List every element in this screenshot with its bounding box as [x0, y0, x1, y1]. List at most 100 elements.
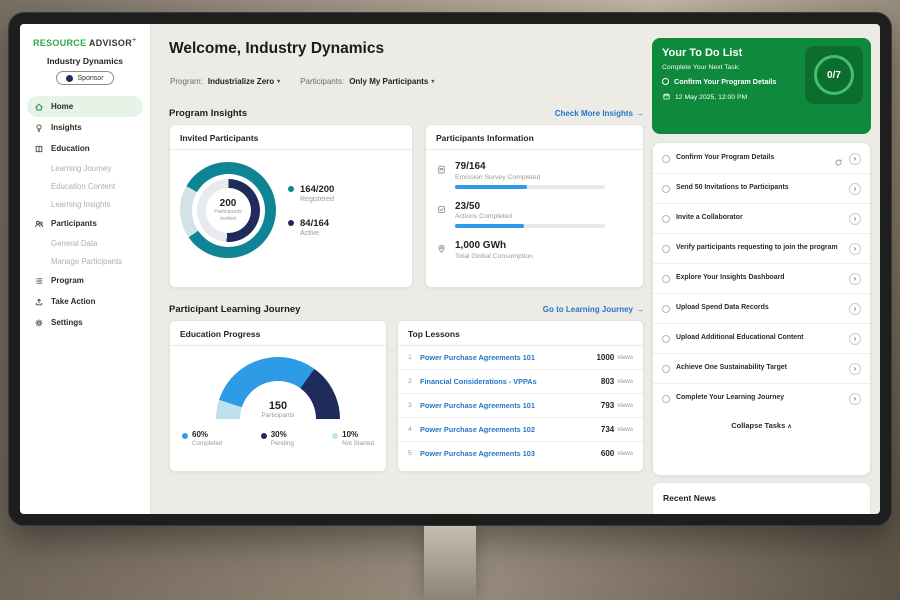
program-icon	[34, 276, 44, 286]
stat-progress-track	[455, 184, 605, 189]
go-to-learning-journey-link[interactable]: Go to Learning Journey →	[543, 305, 644, 314]
sidebar-item-education[interactable]: Education	[27, 138, 143, 159]
task-chevron-button[interactable]: ›	[849, 272, 861, 285]
todo-task-list: Confirm Your Program Details › Send 50 I…	[652, 142, 871, 476]
link-label: Check More Insights	[554, 109, 633, 118]
legend-item-not-started: 10% Not Started	[332, 430, 374, 447]
task-row[interactable]: Verify participants requesting to join t…	[653, 234, 870, 264]
lesson-link[interactable]: Power Purchase Agreements 101	[420, 401, 535, 410]
lesson-row[interactable]: 1 Power Purchase Agreements 101 1000 vie…	[398, 346, 643, 370]
insights-icon	[34, 123, 44, 133]
chevron-right-icon: ›	[853, 243, 857, 253]
lesson-views: 803	[600, 377, 615, 386]
sidebar-item-manage-participants[interactable]: Manage Participants	[51, 256, 123, 266]
program-filter-label: Program:	[170, 77, 203, 86]
task-chevron-button[interactable]: ›	[849, 392, 861, 405]
check-more-insights-link[interactable]: Check More Insights →	[555, 109, 644, 118]
lesson-rank: 5	[408, 450, 412, 457]
lesson-row[interactable]: 2 Financial Considerations - VPPAs 803 v…	[398, 370, 643, 394]
task-checkbox[interactable]	[662, 78, 669, 85]
task-row[interactable]: Upload Additional Educational Content ›	[653, 324, 870, 354]
legend-dot	[288, 219, 294, 226]
lesson-row[interactable]: 4 Power Purchase Agreements 102 734 view…	[398, 418, 643, 442]
lesson-row[interactable]: 5 Power Purchase Agreements 103 600 view…	[398, 442, 643, 465]
chevron-right-icon: ›	[853, 183, 857, 193]
stat-value: 79/164	[455, 161, 486, 172]
task-label: Verify participants requesting to join t…	[676, 244, 838, 252]
sidebar-item-participants[interactable]: Participants	[27, 213, 143, 234]
sidebar-item-general-data[interactable]: General Data	[51, 238, 98, 248]
lesson-views-label: views	[617, 426, 633, 433]
task-label: Achieve One Sustainability Target	[676, 364, 787, 372]
task-row[interactable]: Explore Your Insights Dashboard ›	[653, 264, 870, 294]
sidebar-item-label: Settings	[51, 318, 83, 327]
task-chevron-button[interactable]: ›	[849, 152, 861, 165]
sidebar-item-home[interactable]: Home	[27, 96, 143, 117]
lesson-rank: 1	[408, 354, 412, 361]
stat-actions-completed: 23/50 Actions Completed	[436, 201, 633, 229]
legend-label: Completed	[192, 440, 223, 447]
section-title: Program Insights	[169, 108, 248, 119]
task-row[interactable]: Upload Spend Data Records ›	[653, 294, 870, 324]
task-chevron-button[interactable]: ›	[849, 332, 861, 345]
education-gauge-chart: 150 Participants	[216, 357, 340, 419]
sidebar-item-insights[interactable]: Insights	[27, 117, 143, 138]
stat-label: Emission Survey Completed	[455, 173, 541, 181]
lesson-link[interactable]: Power Purchase Agreements 103	[420, 449, 535, 458]
task-chevron-button[interactable]: ›	[849, 302, 861, 315]
chevron-right-icon: ›	[853, 393, 857, 403]
chevron-right-icon: ›	[853, 333, 857, 343]
collapse-tasks-button[interactable]: Collapse Tasks ∧	[653, 413, 870, 434]
todo-progress-value: 0/7	[827, 69, 841, 81]
todo-next-task[interactable]: Confirm Your Program Details	[662, 77, 861, 86]
task-chevron-button[interactable]: ›	[849, 242, 861, 255]
task-checkbox[interactable]	[662, 364, 670, 373]
task-checkbox[interactable]	[662, 274, 670, 283]
sidebar-item-learning-insights[interactable]: Learning Insights	[51, 199, 111, 209]
stat-bar-fill	[455, 224, 524, 228]
arrow-right-icon: →	[636, 109, 644, 118]
legend-item-active: 84/164 Active	[288, 218, 334, 237]
invited-donut-center: 200 Participants Invited	[205, 187, 251, 233]
task-checkbox[interactable]	[662, 244, 670, 253]
task-chevron-button[interactable]: ›	[849, 182, 861, 195]
participants-filter: Participants: Only My Participants ▾	[300, 77, 434, 86]
task-row[interactable]: Achieve One Sustainability Target ›	[653, 354, 870, 384]
task-label: Confirm Your Program Details	[676, 154, 775, 162]
sidebar-item-settings[interactable]: Settings	[27, 312, 143, 333]
participants-filter-select[interactable]: Only My Participants ▾	[349, 77, 434, 86]
task-chevron-button[interactable]: ›	[849, 362, 861, 375]
lesson-link[interactable]: Power Purchase Agreements 101	[420, 353, 535, 362]
sidebar-item-program[interactable]: Program	[27, 270, 143, 291]
task-checkbox[interactable]	[662, 214, 670, 223]
program-filter-select[interactable]: Industrialize Zero ▾	[208, 77, 280, 86]
lesson-views-label: views	[617, 402, 633, 409]
arrow-right-icon: →	[636, 305, 644, 314]
dashboard-screen: RESOURCE ADVISOR+ Industry Dynamics Spon…	[20, 24, 880, 514]
lesson-link[interactable]: Power Purchase Agreements 102	[420, 425, 535, 434]
participants-filter-label: Participants:	[300, 77, 345, 86]
sidebar-item-education-content[interactable]: Education Content	[51, 181, 116, 191]
lesson-row[interactable]: 3 Power Purchase Agreements 101 793 view…	[398, 394, 643, 418]
task-checkbox[interactable]	[662, 304, 670, 313]
monitor-bezel: RESOURCE ADVISOR+ Industry Dynamics Spon…	[8, 12, 892, 526]
legend-value: 84/164	[300, 217, 330, 229]
task-row[interactable]: Invite a Collaborator ›	[653, 204, 870, 234]
section-title: Participant Learning Journey	[169, 304, 301, 315]
task-chevron-button[interactable]: ›	[849, 212, 861, 225]
task-checkbox[interactable]	[662, 184, 670, 193]
sidebar-item-learning-journey[interactable]: Learning Journey	[51, 163, 112, 173]
task-row[interactable]: Complete Your Learning Journey ›	[653, 384, 870, 413]
recent-news-section: Recent News	[652, 482, 871, 514]
legend-dot	[260, 432, 267, 439]
sponsor-badge[interactable]: Sponsor	[56, 71, 114, 85]
checklist-icon	[436, 201, 447, 229]
task-row[interactable]: Send 50 Invitations to Participants ›	[653, 174, 870, 204]
legend-item-pending: 30% Pending	[260, 430, 294, 447]
task-checkbox[interactable]	[662, 394, 670, 403]
task-checkbox[interactable]	[662, 154, 670, 163]
sidebar-item-take-action[interactable]: Take Action	[27, 291, 143, 312]
task-checkbox[interactable]	[662, 334, 670, 343]
lesson-link[interactable]: Financial Considerations - VPPAs	[420, 377, 537, 386]
task-row[interactable]: Confirm Your Program Details ›	[653, 144, 870, 174]
